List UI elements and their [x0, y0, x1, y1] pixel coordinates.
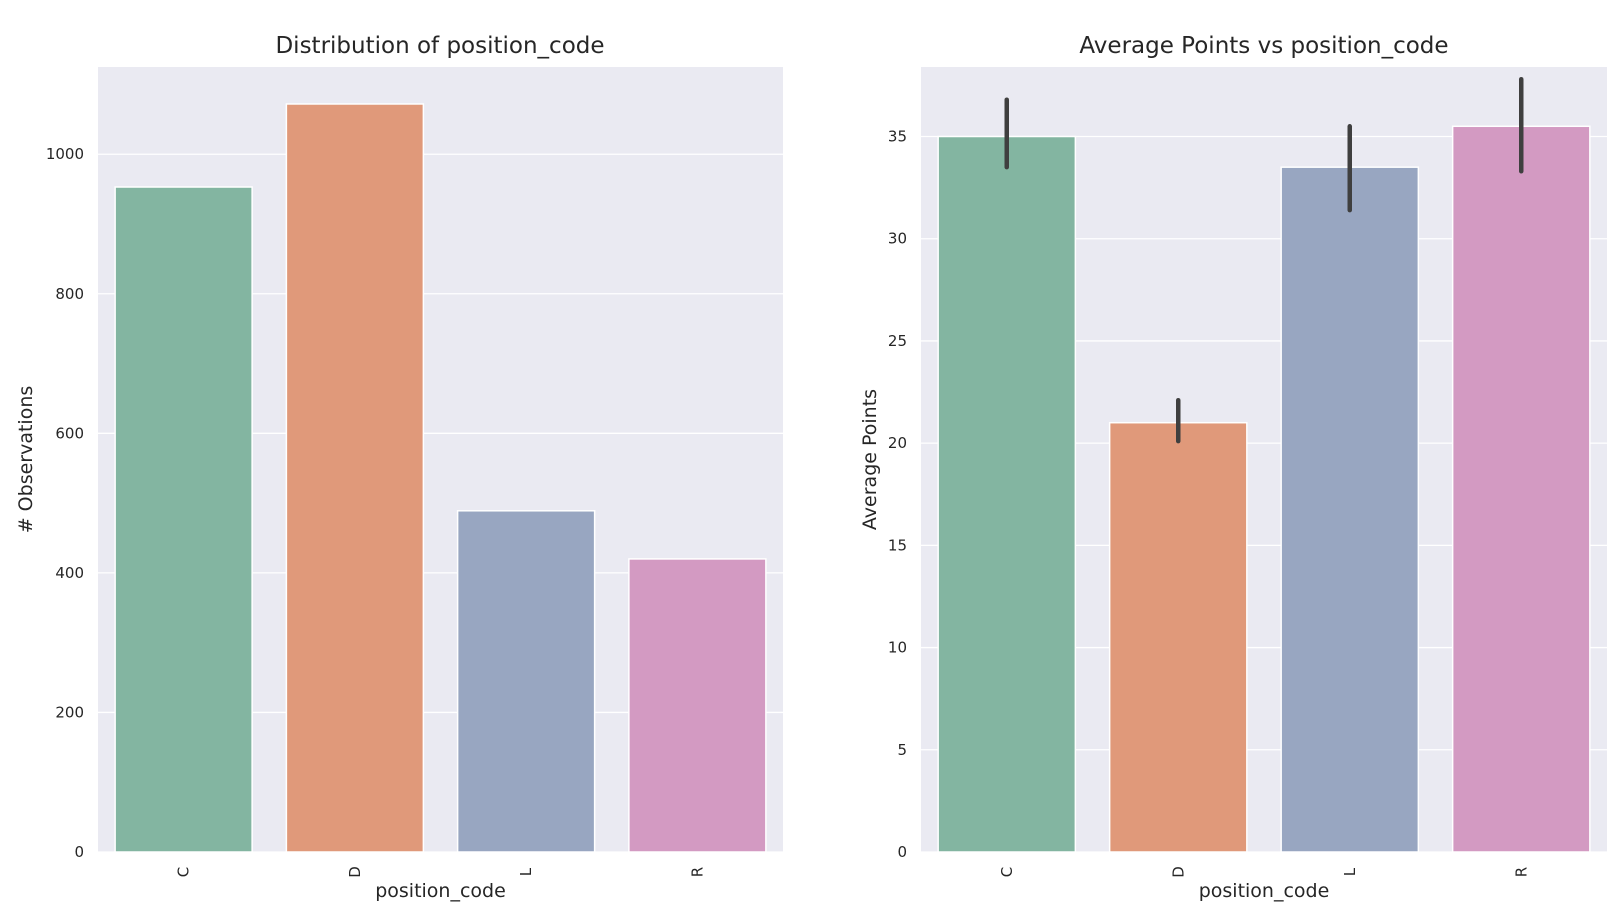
x-tick-label: R	[688, 867, 706, 877]
bar-c	[114, 186, 253, 853]
x-tick-label: L	[1341, 867, 1359, 876]
y-tick-label: 10	[888, 639, 907, 657]
y-tick-label: 1000	[46, 145, 84, 163]
chart-title: Distribution of position_code	[275, 33, 604, 59]
y-tick-label: 35	[888, 128, 907, 146]
bar-d	[285, 103, 425, 853]
x-axis-label: position_code	[375, 880, 506, 902]
bar-r	[628, 558, 767, 853]
bar-d	[1108, 421, 1248, 853]
y-axis-label: # Observations	[15, 386, 37, 534]
y-tick-label: 800	[55, 285, 84, 303]
x-tick-label: D	[346, 866, 364, 878]
y-tick-label: 20	[888, 434, 907, 452]
y-tick-label: 200	[55, 703, 84, 721]
x-tick-label: R	[1512, 867, 1530, 877]
y-tick-label: 0	[897, 843, 907, 861]
bar-c	[937, 135, 1077, 853]
y-tick-label: 30	[888, 230, 907, 248]
y-tick-label: 600	[55, 424, 84, 442]
chart-title: Average Points vs position_code	[1079, 33, 1448, 59]
x-tick-label: C	[998, 867, 1016, 877]
average-points-chart-panel: 0 5 10 15 20 25 30 35 C D L R Average Points vs posi…	[859, 33, 1607, 902]
y-tick-label: 0	[74, 843, 84, 861]
x-tick-label: L	[517, 867, 535, 876]
y-tick-label: 5	[897, 741, 907, 759]
count-chart-panel: 0 200 400 600 800 1000 C D L R Distribution of pos…	[15, 33, 783, 902]
x-tick-label: C	[175, 867, 193, 877]
x-tick-label: D	[1169, 866, 1187, 878]
x-axis-label: position_code	[1199, 880, 1330, 902]
y-tick-label: 25	[888, 332, 907, 350]
y-tick-label: 400	[55, 564, 84, 582]
bar-r	[1451, 125, 1591, 853]
y-tick-label: 15	[888, 536, 907, 554]
bar-l	[456, 510, 596, 853]
bar-l	[1280, 166, 1420, 853]
y-axis-label: Average Points	[859, 389, 881, 530]
